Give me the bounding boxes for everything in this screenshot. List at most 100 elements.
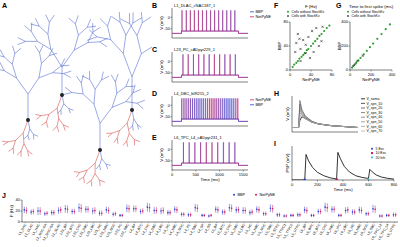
point [258, 209, 260, 211]
x-tick [107, 222, 108, 223]
spike [235, 98, 236, 119]
error-bar [386, 214, 387, 217]
error-bar [395, 213, 396, 217]
spike [181, 10, 182, 31]
spike [181, 98, 182, 119]
baseline [172, 31, 248, 33]
legend-swatch [250, 11, 254, 12]
point [313, 215, 315, 217]
spike [182, 54, 183, 75]
legend-item: BBP [250, 103, 264, 107]
error-bar [272, 205, 273, 213]
spike [226, 98, 227, 119]
neurite [24, 144, 28, 151]
error-bar [354, 209, 355, 215]
legend-item: V_soma [361, 97, 379, 101]
spike [183, 142, 184, 163]
y-tick-label: 0 [168, 59, 171, 64]
point [307, 36, 309, 38]
legend-label: BBP [256, 10, 264, 14]
y-axis-label: F (Hz) [9, 204, 14, 217]
neurite [117, 138, 119, 144]
point [313, 51, 315, 53]
panel-title: Time to first spike (ms) [349, 4, 394, 9]
point [210, 215, 212, 217]
neurite [33, 134, 38, 136]
legend-swatch [361, 126, 365, 127]
x-tick-label: 400 [389, 72, 396, 77]
neurite [89, 30, 97, 37]
neurite [40, 45, 44, 52]
line [292, 115, 358, 128]
legend-label: V_spn_70 [367, 129, 383, 133]
neurite [141, 44, 152, 54]
point [249, 212, 251, 214]
spike [205, 98, 206, 119]
spike [192, 98, 193, 119]
neurite [100, 123, 101, 150]
legend-swatch [361, 121, 365, 122]
legend-swatch [361, 108, 365, 109]
point [142, 210, 144, 212]
neurite [120, 22, 126, 35]
neurite [78, 27, 87, 35]
point [203, 215, 205, 217]
point [389, 23, 391, 25]
y-tick-label: 0 [286, 67, 289, 72]
point [302, 54, 304, 56]
spike [222, 10, 223, 31]
x-tick-label: 1500 [239, 172, 249, 177]
x-tick [175, 222, 176, 223]
legend-label: NetPyNE [260, 193, 276, 197]
point [279, 214, 281, 216]
neurite [114, 138, 117, 143]
spike [189, 142, 190, 163]
category-label: L6_UTPC [386, 223, 397, 238]
neurite [63, 125, 65, 131]
spike [220, 98, 221, 119]
neurite [120, 123, 128, 130]
x-tick-label: 500 [192, 172, 199, 177]
point [299, 48, 301, 50]
x-axis-label: NetPyNE [362, 77, 380, 82]
spike [224, 98, 225, 119]
x-tick [210, 222, 211, 223]
error-bar [85, 206, 86, 213]
x-tick [394, 222, 395, 223]
spike [215, 98, 216, 119]
error-bar [313, 214, 314, 217]
soma [60, 93, 64, 97]
error-bar [340, 214, 341, 217]
neurite [62, 67, 63, 95]
neurite [80, 170, 88, 172]
point [24, 209, 26, 211]
neurite [48, 22, 49, 34]
spike [193, 54, 194, 75]
error-bar [92, 208, 93, 215]
error-bar [306, 207, 307, 214]
neurite [137, 125, 138, 130]
panel-letter: D [152, 90, 157, 97]
baseline [172, 119, 248, 121]
point [363, 53, 365, 55]
neurite [100, 107, 112, 123]
point [176, 209, 178, 211]
point [242, 210, 244, 212]
spike [194, 98, 195, 119]
point [99, 212, 101, 214]
point [135, 208, 137, 210]
error-bar [388, 214, 389, 217]
neurite [26, 41, 38, 42]
x-tick [39, 222, 40, 223]
panel-title: F (Hz) [305, 4, 318, 9]
spike [212, 98, 213, 119]
neurite [120, 19, 129, 24]
point [395, 214, 397, 216]
neurite [127, 123, 129, 133]
neurite [91, 174, 95, 181]
point [317, 211, 319, 213]
error-bar [154, 207, 155, 214]
point [270, 207, 272, 209]
panel-title: L6_TPC_L4_cADpyr231_1 [174, 135, 223, 140]
spike [196, 98, 197, 119]
